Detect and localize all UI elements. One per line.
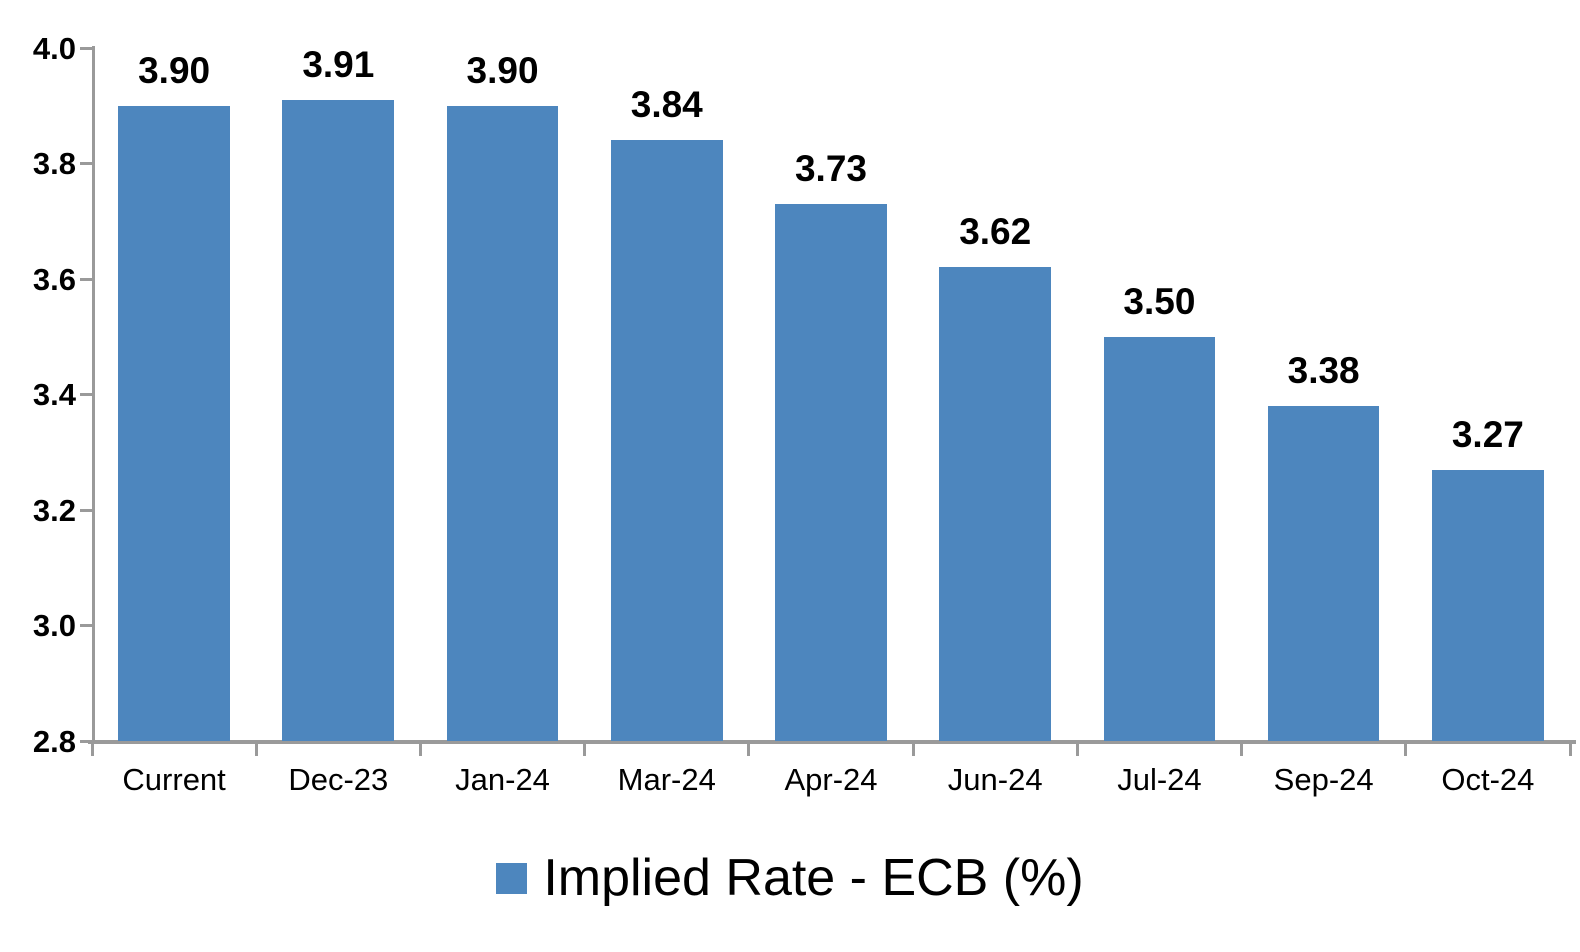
legend-series-label: Implied Rate - ECB (%) xyxy=(543,849,1084,907)
bar-slot-Current: 3.90 xyxy=(92,48,256,741)
x-axis-tick-mark xyxy=(747,741,751,756)
y-axis-tick-label: 3.4 xyxy=(32,377,76,412)
x-axis-tick-mark xyxy=(1240,741,1244,756)
bar-slot-Jan-24: 3.90 xyxy=(420,48,584,741)
x-axis-category-label: Oct-24 xyxy=(1441,762,1535,797)
bar-Jan-24 xyxy=(446,105,559,741)
bar-value-label: 3.62 xyxy=(959,211,1032,253)
x-axis-category-label: Jan-24 xyxy=(455,762,550,797)
bar-slot-Apr-24: 3.73 xyxy=(749,48,913,741)
x-axis-tick-mark xyxy=(254,741,258,756)
x-axis-tick-mark xyxy=(911,741,915,756)
bar-slot-Mar-24: 3.84 xyxy=(585,48,749,741)
bar-slot-Dec-23: 3.91 xyxy=(256,44,420,741)
y-axis-tick-mark xyxy=(80,46,93,50)
y-axis-tick-mark xyxy=(80,162,93,165)
x-axis-category-label: Current xyxy=(122,762,226,797)
x-axis-tick-mark xyxy=(90,741,94,756)
x-axis-category-label: Apr-24 xyxy=(784,762,878,797)
bar-Current xyxy=(118,105,230,741)
bar-value-label: 3.90 xyxy=(466,49,539,91)
x-axis-category-label: Jul-24 xyxy=(1117,762,1202,797)
bar-Apr-24 xyxy=(775,203,887,741)
bar-value-label: 3.50 xyxy=(1123,280,1196,322)
x-axis-tick-mark xyxy=(1075,741,1079,756)
x-axis-category-label: Jun-24 xyxy=(947,762,1043,797)
bar-Sep-24 xyxy=(1267,406,1380,741)
x-axis-category-label: Dec-23 xyxy=(288,762,389,797)
bar-value-label: 3.38 xyxy=(1287,350,1360,392)
y-axis-tick-mark xyxy=(80,739,93,743)
y-axis-tick-label: 4.0 xyxy=(32,30,76,66)
y-axis-tick-label: 2.8 xyxy=(32,723,76,759)
bar-value-label: 3.73 xyxy=(794,147,867,189)
y-axis-tick-label: 3.2 xyxy=(32,492,76,528)
x-axis-tick-mark xyxy=(1568,741,1572,756)
x-axis-tick-mark xyxy=(418,741,422,756)
bar-Oct-24 xyxy=(1432,469,1544,741)
bar-slot-Jun-24: 3.62 xyxy=(913,48,1077,741)
legend: Implied Rate - ECB (%) xyxy=(0,838,1580,918)
plot-area: 3.90 3.91 3.90 3.84 3.73 3.62 3.50 3.38 3.27 xyxy=(92,44,1570,741)
y-axis-tick-label: 3.0 xyxy=(32,608,76,643)
bar-value-label: 3.84 xyxy=(630,84,703,126)
y-axis-tick-mark xyxy=(80,393,93,396)
bar-Dec-23 xyxy=(282,99,395,741)
y-axis-tick-mark xyxy=(80,277,93,281)
y-axis-tick-label: 3.6 xyxy=(32,261,76,297)
x-axis-category-label: Sep-24 xyxy=(1273,762,1374,797)
bar-Mar-24 xyxy=(610,140,723,741)
bar-slot-Sep-24: 3.38 xyxy=(1242,48,1406,741)
x-axis-tick-mark xyxy=(583,741,587,756)
y-axis-tick-label: 3.8 xyxy=(32,146,76,181)
bar-Jul-24 xyxy=(1103,336,1216,741)
x-axis-tick-mark xyxy=(1404,741,1408,756)
x-axis-category-labels: Current Dec-23 Jan-24 Mar-24 Apr-24 Jun-24 Jul… xyxy=(92,762,1570,798)
bar-value-label: 3.27 xyxy=(1451,413,1524,455)
legend-color-swatch xyxy=(496,862,528,894)
bar-slot-Jul-24: 3.50 xyxy=(1077,48,1241,741)
y-axis-tick-mark xyxy=(80,508,93,512)
bar-value-label: 3.90 xyxy=(138,49,211,91)
x-axis-line xyxy=(88,740,1576,744)
y-axis-tick-mark xyxy=(80,624,93,627)
bar-Jun-24 xyxy=(939,267,1052,741)
x-axis-category-label: Mar-24 xyxy=(617,762,716,797)
y-axis-line xyxy=(92,46,95,743)
bar-value-label: 3.91 xyxy=(302,43,375,85)
bar-slot-Oct-24: 3.27 xyxy=(1406,48,1570,741)
